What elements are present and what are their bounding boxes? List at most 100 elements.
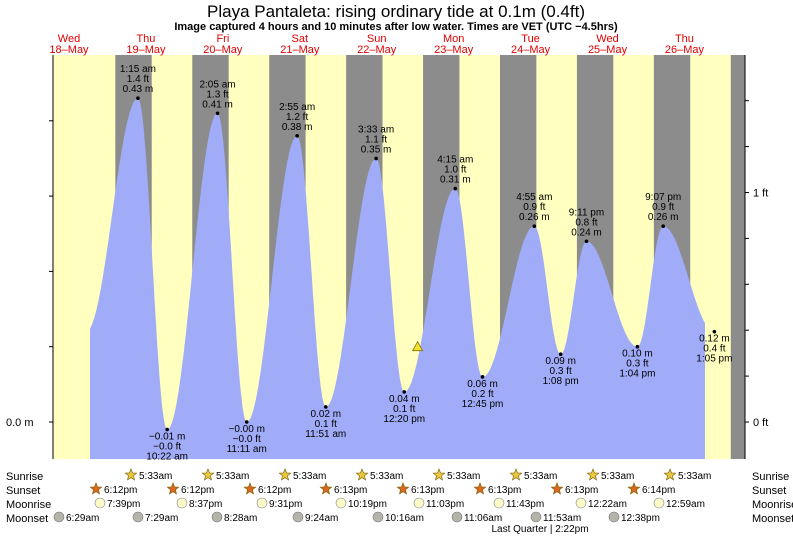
moonrise-icon bbox=[94, 497, 106, 509]
tide-label: 0.35 m bbox=[361, 144, 392, 155]
sunset-icon bbox=[166, 482, 180, 495]
day-date: 23–May bbox=[434, 44, 474, 56]
moonrise-time: 12:59am bbox=[666, 499, 705, 510]
tide-label: 0.26 m bbox=[648, 212, 679, 223]
chart-subtitle: Image captured 4 hours and 10 minutes af… bbox=[174, 21, 618, 33]
tide-label: 3:33 am bbox=[358, 124, 394, 135]
tide-label: 0.3 ft bbox=[626, 359, 648, 370]
moonrise-time: 9:31pm bbox=[269, 499, 302, 510]
tide-label: 0.24 m bbox=[571, 227, 602, 238]
day-date: 25–May bbox=[588, 44, 628, 56]
sunrise-time: 5:33am bbox=[216, 471, 249, 482]
tide-label: 1.3 ft bbox=[206, 89, 228, 100]
moonrise-time: 8:37pm bbox=[189, 499, 222, 510]
moonrise-icon bbox=[413, 497, 425, 509]
row-label-left: Moonset bbox=[6, 513, 48, 525]
moonrise-icon bbox=[653, 497, 665, 509]
tide-label: 0.9 ft bbox=[652, 202, 674, 213]
tide-label: 1.4 ft bbox=[127, 74, 149, 85]
day-date: 22–May bbox=[357, 44, 397, 56]
tide-point bbox=[661, 224, 665, 229]
tide-label: 0.10 m bbox=[622, 349, 653, 360]
tide-label: 0.04 m bbox=[389, 394, 420, 405]
moon-phase-label: Last Quarter | 2:22pm bbox=[491, 524, 588, 535]
sunrise-icon bbox=[586, 468, 600, 481]
moonrise-icon bbox=[335, 497, 347, 509]
tide-label: 9:11 pm bbox=[569, 207, 604, 218]
row-label-left: Sunset bbox=[6, 485, 40, 497]
moonset-time: 11:53am bbox=[543, 513, 581, 524]
tide-point bbox=[244, 420, 249, 424]
day-date: 19–May bbox=[126, 44, 166, 56]
tide-label: 12:20 pm bbox=[383, 414, 425, 425]
tide-label: 10:22 am bbox=[146, 452, 188, 463]
moonset-time: 9:24am bbox=[305, 513, 338, 524]
tide-label: 4:15 am bbox=[437, 155, 473, 166]
tide-label: 11:11 am bbox=[227, 444, 267, 455]
moonset-time: 10:16am bbox=[385, 513, 424, 524]
sunrise-icon bbox=[509, 468, 523, 481]
sunrise-icon bbox=[201, 468, 215, 481]
moonset-icon bbox=[292, 511, 304, 523]
row-label-right: Moonrise bbox=[752, 499, 793, 511]
sunset-icon bbox=[396, 482, 410, 495]
night-band bbox=[730, 55, 745, 459]
tide-point bbox=[165, 427, 169, 432]
tide-label: 0.02 m bbox=[310, 409, 341, 420]
tide-label: 0.09 m bbox=[545, 356, 576, 367]
day-name: Fri bbox=[216, 33, 229, 45]
moonrise-time: 11:03pm bbox=[426, 499, 464, 510]
tide-label: 12:45 pm bbox=[462, 399, 504, 410]
day-date: 21–May bbox=[280, 44, 320, 56]
tide-point bbox=[558, 352, 563, 357]
tide-area bbox=[90, 98, 705, 459]
sunset-icon bbox=[89, 482, 103, 495]
row-label-right: Sunrise bbox=[752, 471, 789, 483]
tide-point bbox=[712, 329, 717, 334]
tide-label: 2:55 am bbox=[279, 102, 315, 113]
moonrise-time: 10:19pm bbox=[348, 499, 387, 510]
moonrise-time: 11:43pm bbox=[506, 499, 544, 510]
sunrise-icon bbox=[124, 468, 138, 481]
tide-point bbox=[584, 239, 589, 244]
sunset-icon bbox=[473, 482, 487, 495]
moonset-icon bbox=[530, 511, 542, 523]
sunrise-icon bbox=[278, 468, 292, 481]
sunrise-time: 5:33am bbox=[524, 471, 557, 482]
axes: 0.0 m 0 ft 1 ft bbox=[6, 55, 768, 459]
tide-label: 9:07 pm bbox=[645, 192, 681, 203]
sunset-time: 6:14pm bbox=[642, 485, 675, 496]
tide-label: 0.41 m bbox=[202, 99, 233, 110]
sunset-icon bbox=[319, 482, 333, 495]
moonset-time: 11:06am bbox=[464, 513, 502, 524]
sunset-time: 6:12pm bbox=[181, 485, 214, 496]
tide-label: 0.38 m bbox=[282, 122, 313, 133]
moonset-icon bbox=[53, 511, 65, 523]
moonset-icon bbox=[608, 511, 620, 523]
sunrise-time: 5:33am bbox=[601, 471, 634, 482]
sunset-time: 6:12pm bbox=[258, 485, 291, 496]
tide-label: 0.12 m bbox=[699, 334, 730, 345]
tide-label: 0.1 ft bbox=[393, 404, 415, 415]
moonset-icon bbox=[372, 511, 384, 523]
sunset-time: 6:13pm bbox=[334, 485, 367, 496]
tide-point bbox=[374, 156, 378, 161]
sunset-time: 6:13pm bbox=[411, 485, 444, 496]
tide-point bbox=[635, 344, 640, 349]
moonset-time: 7:29am bbox=[145, 513, 178, 524]
tide-label: 0.43 m bbox=[123, 84, 154, 95]
tide-label: 0.8 ft bbox=[575, 217, 597, 228]
tide-label: −0.0 ft bbox=[153, 442, 181, 453]
tide-label: 1.2 ft bbox=[286, 112, 308, 123]
sunset-time: 6:13pm bbox=[565, 485, 598, 496]
tide-label: 0.2 ft bbox=[471, 389, 493, 400]
day-labels: Wed18–MayThu19–MayFri20–MaySat21–MaySun2… bbox=[49, 33, 704, 56]
moonrise-icon bbox=[256, 497, 268, 509]
moonrise-icon bbox=[176, 497, 188, 509]
chart-title: Playa Pantaleta: rising ordinary tide at… bbox=[207, 2, 585, 21]
tide-label: 1:08 pm bbox=[543, 376, 579, 387]
left-axis-zero-label: 0.0 m bbox=[6, 417, 34, 429]
sunrise-icon bbox=[663, 468, 677, 481]
